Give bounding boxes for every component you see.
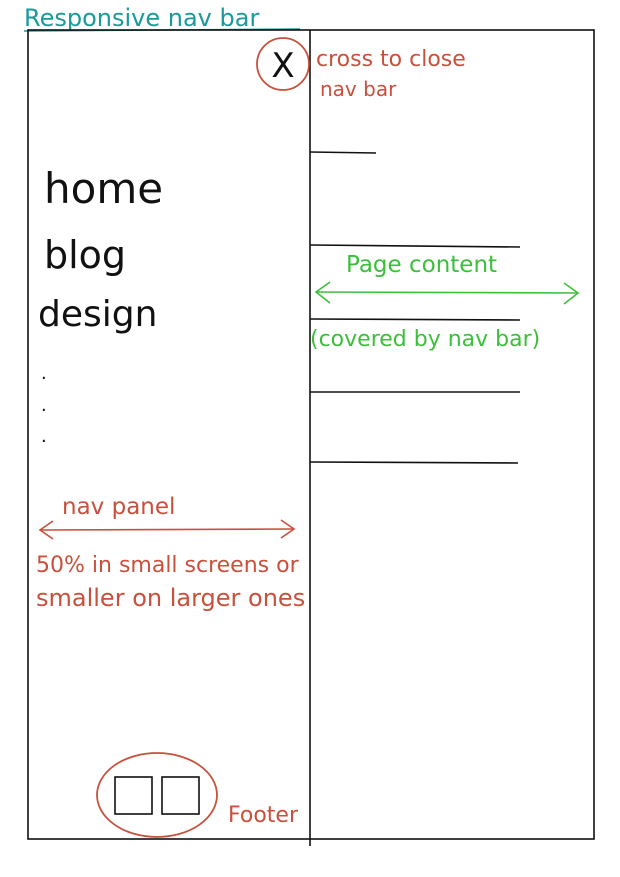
nav-more-dot: . — [41, 426, 47, 447]
close-icon: X — [271, 46, 294, 86]
nav-panel-arrow — [38, 519, 296, 540]
diagram-title: Responsive nav bar — [24, 4, 259, 32]
content-line — [309, 461, 519, 464]
close-annotation-line1: cross to close — [316, 47, 466, 72]
nav-more-dot: . — [41, 363, 47, 384]
nav-panel-label: nav panel — [62, 494, 175, 520]
content-line — [309, 244, 521, 248]
nav-item-blog[interactable]: blog — [44, 233, 126, 277]
page-content-label: Page content — [346, 252, 497, 278]
page-content-arrow — [314, 281, 580, 305]
footer-label: Footer — [228, 803, 299, 828]
footer-square-icon[interactable] — [161, 776, 200, 815]
close-circle — [256, 37, 310, 91]
nav-item-design[interactable]: design — [38, 294, 157, 335]
close-button[interactable]: X — [256, 37, 310, 91]
close-annotation-line2: nav bar — [320, 77, 397, 101]
screen-frame — [27, 29, 595, 840]
footer — [96, 752, 218, 838]
footer-circle — [96, 752, 218, 838]
content-line — [309, 318, 521, 321]
nav-more-dot: . — [41, 395, 47, 416]
footer-square-icon[interactable] — [114, 776, 153, 815]
nav-panel-size-line2: smaller on larger ones — [36, 584, 305, 612]
covered-label: (covered by nav bar) — [310, 327, 540, 352]
content-line — [309, 151, 377, 154]
nav-panel-size-line1: 50% in small screens or — [36, 553, 300, 578]
nav-item-home[interactable]: home — [44, 164, 163, 213]
